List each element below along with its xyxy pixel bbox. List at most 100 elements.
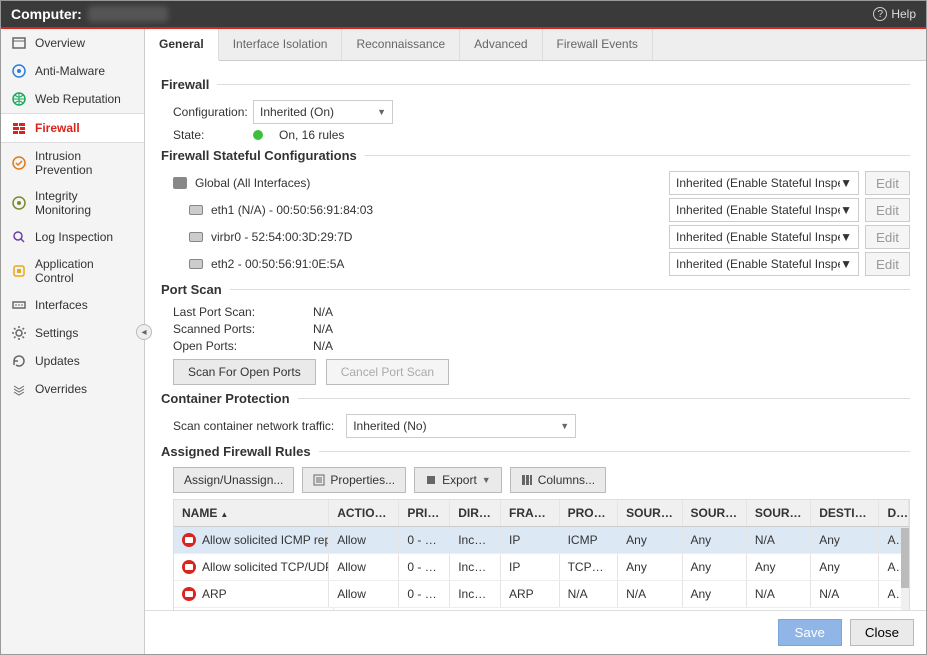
sort-asc-icon: ▲ bbox=[220, 510, 228, 519]
container-traffic-label: Scan container network traffic: bbox=[173, 419, 334, 433]
computer-name-redacted bbox=[88, 6, 168, 22]
tab-reconnaissance[interactable]: Reconnaissance bbox=[342, 29, 460, 60]
interface-row: eth1 (N/A) - 00:50:56:91:84:03 Inherited … bbox=[173, 198, 910, 222]
cell-source-mac: Any bbox=[683, 527, 747, 553]
properties-button[interactable]: Properties... bbox=[302, 467, 406, 493]
cell-frame: ARP bbox=[501, 581, 560, 607]
interface-config-select[interactable]: Inherited (Enable Stateful Inspection)▼ bbox=[669, 198, 859, 222]
cell-destination: Any bbox=[811, 527, 879, 553]
rule-icon bbox=[182, 610, 196, 611]
rule-icon bbox=[182, 560, 196, 574]
export-button[interactable]: Export ▼ bbox=[414, 467, 502, 493]
sidebar-item-firewall[interactable]: Firewall bbox=[1, 113, 144, 143]
overview-icon bbox=[11, 35, 27, 51]
interface-row: virbr0 - 52:54:00:3D:29:7DInherited (Ena… bbox=[173, 225, 910, 249]
column-header[interactable]: PRIORI... bbox=[399, 500, 450, 526]
columns-button[interactable]: Columns... bbox=[510, 467, 606, 493]
sidebar-item-label: Web Reputation bbox=[35, 92, 121, 106]
config-select[interactable]: Inherited (On) ▼ bbox=[253, 100, 393, 124]
edit-button[interactable]: Edit bbox=[865, 252, 910, 276]
column-header[interactable]: DIRECTI... bbox=[450, 500, 501, 526]
sidebar-item-interfaces[interactable]: Interfaces bbox=[1, 291, 144, 319]
open-ports-value: N/A bbox=[313, 339, 333, 353]
column-header[interactable]: SOURCE IP bbox=[618, 500, 682, 526]
application-control-icon bbox=[11, 263, 27, 279]
table-row[interactable]: Allow solicited ICMP repliesAllow0 - Low… bbox=[174, 527, 909, 554]
sidebar-item-overrides[interactable]: Overrides bbox=[1, 375, 144, 403]
sidebar-item-log-inspection[interactable]: Log Inspection bbox=[1, 223, 144, 251]
sidebar-item-settings[interactable]: Settings bbox=[1, 319, 144, 347]
web-reputation-icon bbox=[11, 91, 27, 107]
column-header[interactable]: DESTINATIO... bbox=[811, 500, 879, 526]
scan-ports-button[interactable]: Scan For Open Ports bbox=[173, 359, 316, 385]
chevron-down-icon: ▼ bbox=[482, 475, 491, 485]
sidebar-item-anti-malware[interactable]: Anti-Malware bbox=[1, 57, 144, 85]
sidebar-item-updates[interactable]: Updates bbox=[1, 347, 144, 375]
sidebar-item-integrity-monitoring[interactable]: Integrity Monitoring bbox=[1, 183, 144, 223]
column-header[interactable]: FRAME T... bbox=[501, 500, 560, 526]
table-row[interactable]: ARPAllow0 - LowestIncomingARPN/AN/AAnyN/… bbox=[174, 581, 909, 608]
save-button[interactable]: Save bbox=[778, 619, 842, 646]
interface-config-select[interactable]: Inherited (Enable Stateful Inspection)▼ bbox=[669, 225, 859, 249]
cell-protocol: ICMP bbox=[560, 527, 619, 553]
sidebar-item-web-reputation[interactable]: Web Reputation bbox=[1, 85, 144, 113]
tab-general[interactable]: General bbox=[145, 29, 219, 61]
cell-destination: Any bbox=[811, 554, 879, 580]
updates-icon bbox=[11, 353, 27, 369]
edit-button[interactable]: Edit bbox=[865, 225, 910, 249]
sidebar-item-label: Anti-Malware bbox=[35, 64, 105, 78]
content: Firewall Configuration: Inherited (On) ▼… bbox=[145, 61, 926, 610]
cell-direction: Incoming bbox=[450, 527, 501, 553]
column-header[interactable]: NAME▲ bbox=[174, 500, 329, 526]
edit-button[interactable]: Edit bbox=[865, 198, 910, 222]
chevron-down-icon: ▼ bbox=[560, 421, 569, 431]
sidebar-item-intrusion-prevention[interactable]: Intrusion Prevention bbox=[1, 143, 144, 183]
sidebar-item-overview[interactable]: Overview bbox=[1, 29, 144, 57]
column-header[interactable]: PROTO... bbox=[560, 500, 619, 526]
column-header[interactable]: DE... bbox=[879, 500, 909, 526]
cell-destination: N/A bbox=[811, 581, 879, 607]
column-header[interactable]: SOURCE P... bbox=[747, 500, 811, 526]
sidebar-item-label: Intrusion Prevention bbox=[35, 149, 134, 177]
section-stateful: Firewall Stateful Configurations bbox=[161, 148, 910, 163]
cell-frame: IP bbox=[501, 527, 560, 553]
help-link[interactable]: ? Help bbox=[873, 7, 916, 21]
section-portscan: Port Scan bbox=[161, 282, 910, 297]
firewall-icon bbox=[11, 120, 27, 136]
interface-config-select[interactable]: Inherited (Enable Stateful Inspection)▼ bbox=[669, 252, 859, 276]
interface-label: eth1 (N/A) - 00:50:56:91:84:03 bbox=[211, 203, 373, 217]
sidebar-item-label: Integrity Monitoring bbox=[35, 189, 134, 217]
column-header[interactable]: ACTION TYP... bbox=[329, 500, 399, 526]
close-button[interactable]: Close bbox=[850, 619, 914, 646]
tab-advanced[interactable]: Advanced bbox=[460, 29, 542, 60]
sidebar-collapse-handle[interactable]: ◂ bbox=[136, 324, 152, 340]
chevron-down-icon: ▼ bbox=[840, 230, 852, 244]
cell-action: Allow bbox=[329, 581, 399, 607]
footer: Save Close bbox=[145, 610, 926, 654]
cell-action: Allow bbox=[329, 527, 399, 553]
interface-config-value: Inherited (Enable Stateful Inspection) bbox=[676, 176, 840, 190]
table-row[interactable]: Allow solicited TCP/UDP repliesAllow0 - … bbox=[174, 554, 909, 581]
container-traffic-select[interactable]: Inherited (No) ▼ bbox=[346, 414, 576, 438]
cell-source-mac: Any bbox=[683, 581, 747, 607]
settings-icon bbox=[11, 325, 27, 341]
vertical-scrollbar[interactable] bbox=[901, 528, 909, 610]
chevron-down-icon: ▼ bbox=[840, 257, 852, 271]
interface-config-value: Inherited (Enable Stateful Inspection) bbox=[676, 230, 840, 244]
cell-direction: Incoming bbox=[450, 554, 501, 580]
tab-interface-isolation[interactable]: Interface Isolation bbox=[219, 29, 343, 60]
sidebar-item-label: Interfaces bbox=[35, 298, 88, 312]
interface-config-select[interactable]: Inherited (Enable Stateful Inspection)▼ bbox=[669, 171, 859, 195]
sidebar-item-application-control[interactable]: Application Control bbox=[1, 251, 144, 291]
interface-config-value: Inherited (Enable Stateful Inspection) bbox=[676, 203, 840, 217]
cell-source-ip: Any bbox=[618, 554, 682, 580]
table-row-partial[interactable] bbox=[174, 608, 909, 610]
cell-priority: 0 - Lowest bbox=[399, 554, 450, 580]
edit-button[interactable]: Edit bbox=[865, 171, 910, 195]
tab-firewall-events[interactable]: Firewall Events bbox=[543, 29, 653, 60]
rule-name: ARP bbox=[202, 587, 227, 601]
assign-unassign-button[interactable]: Assign/Unassign... bbox=[173, 467, 294, 493]
column-header[interactable]: SOURCE M... bbox=[683, 500, 747, 526]
section-firewall: Firewall bbox=[161, 77, 910, 92]
cell-source-port: N/A bbox=[747, 581, 811, 607]
